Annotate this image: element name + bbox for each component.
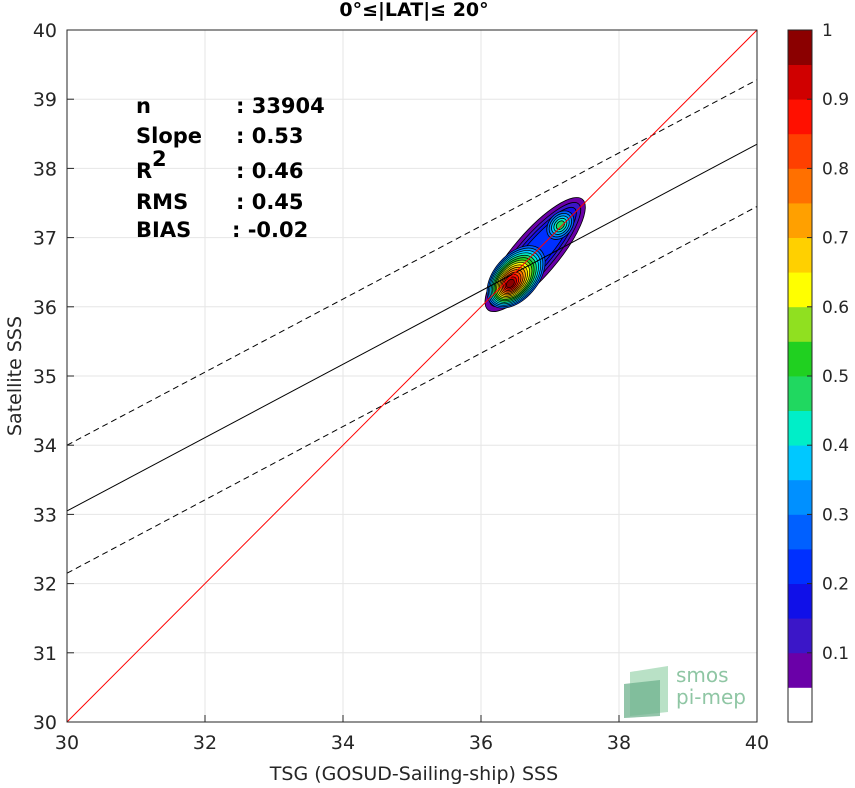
x-tick-label: 36 (469, 732, 493, 754)
stat-label: R (136, 159, 152, 183)
fit-upper-line (67, 79, 757, 446)
identity-line (67, 30, 757, 722)
colorbar-tick-label: 0.5 (822, 367, 849, 387)
stat-value: : 0.45 (236, 190, 304, 214)
colorbar-ticks: 0.1 0.2 0.3 0.4 0.5 0.6 0.7 0.8 0.9 1 (807, 21, 849, 664)
colorbar-tick-label: 0.3 (822, 505, 849, 525)
colorbar-swatch (788, 341, 812, 377)
smos-pi-mep-logo: smos pi-mep (624, 663, 746, 718)
stat-value: : 33904 (236, 94, 325, 118)
colorbar-swatch (788, 445, 812, 481)
colorbar (787, 29, 813, 723)
colorbar-swatch (788, 133, 812, 169)
y-tick-label: 30 (33, 712, 57, 734)
x-tick-label: 38 (607, 732, 631, 754)
y-tick-label: 33 (33, 504, 57, 526)
stat-value: : -0.02 (232, 218, 308, 242)
y-tick-label: 38 (33, 158, 57, 180)
colorbar-tick-label: 0.8 (822, 159, 849, 179)
y-tick-label: 40 (33, 20, 57, 42)
colorbar-tick-label: 0.6 (822, 298, 849, 318)
fit-line (67, 143, 757, 512)
colorbar-tick-label: 0.2 (822, 575, 849, 595)
chart-title: 0°≤|LAT|≤ 20° (339, 0, 488, 21)
colorbar-swatch (788, 410, 812, 446)
stat-label: Slope (136, 124, 202, 148)
colorbar-tick-label: 1 (822, 21, 833, 41)
colorbar-swatch (788, 203, 812, 238)
colorbar-swatch (788, 618, 812, 654)
stats-box: n : 33904 Slope : 0.53 R 2 : 0.46 RMS : 0.45 BIAS… (136, 94, 325, 242)
colorbar-swatch (788, 272, 812, 308)
y-tick-label: 32 (33, 574, 57, 596)
colorbar-swatch (788, 306, 812, 342)
y-tick-label: 37 (33, 228, 57, 250)
colorbar-swatch (788, 687, 812, 723)
grid (66, 29, 758, 723)
stat-value: : 0.53 (236, 124, 304, 148)
fit-lower-line (67, 206, 757, 574)
y-tick-label: 36 (33, 297, 57, 319)
colorbar-swatch (788, 583, 812, 619)
colorbar-tick-label: 0.7 (822, 229, 849, 249)
density-contour-peak2 (555, 220, 565, 230)
y-tick-label: 39 (33, 89, 57, 111)
logo-text-smos: smos (676, 663, 729, 687)
colorbar-swatch (788, 30, 812, 65)
colorbar-tick-label: 0.9 (822, 90, 849, 110)
x-tick-label: 32 (193, 732, 217, 754)
y-tick-label: 34 (33, 435, 57, 457)
logo-text-pimep: pi-mep (676, 685, 746, 709)
colorbar-swatch (788, 479, 812, 515)
colorbar-swatch (788, 549, 812, 584)
y-ticks: 30 31 32 33 34 35 36 37 38 39 40 (33, 20, 74, 734)
x-tick-label: 30 (55, 732, 79, 754)
colorbar-tick-label: 0.1 (822, 644, 849, 664)
y-tick-label: 31 (33, 643, 57, 665)
colorbar-swatch (788, 237, 812, 273)
colorbar-swatch (788, 64, 812, 100)
x-ticks: 30 32 34 36 38 40 (55, 715, 769, 754)
x-tick-label: 34 (331, 732, 355, 754)
colorbar-swatch (788, 376, 812, 411)
logo-mark-front (624, 680, 660, 718)
stat-value: : 0.46 (236, 159, 304, 183)
stat-label: RMS (136, 190, 188, 214)
colorbar-tick-label: 0.4 (822, 436, 849, 456)
stat-label: BIAS (136, 218, 191, 242)
stat-label: n (136, 94, 151, 118)
colorbar-swatch (788, 168, 812, 204)
regression-lines (67, 30, 757, 722)
y-axis-label: Satellite SSS (4, 316, 26, 436)
x-axis-label: TSG (GOSUD-Sailing-ship) SSS (269, 763, 558, 785)
density-contour-peak1 (506, 278, 515, 289)
x-tick-label: 40 (745, 732, 769, 754)
stat-superscript: 2 (152, 147, 167, 171)
y-tick-label: 35 (33, 366, 57, 388)
colorbar-swatch (788, 652, 812, 688)
colorbar-swatch (788, 99, 812, 135)
colorbar-swatch (788, 514, 812, 550)
